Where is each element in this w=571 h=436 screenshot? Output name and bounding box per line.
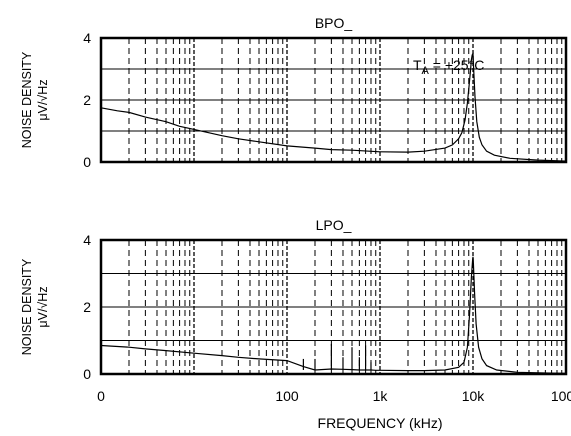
chart-title: BPO_ [315,15,353,31]
plot-frame [99,36,568,164]
x-tick-label: 10k [462,388,486,404]
x-tick-label: 1k [373,388,389,404]
y-axis-label: NOISE DENSITY μV/√Hz [20,258,50,355]
y-tick-label: 4 [83,30,91,46]
x-tick-label: 100k [551,388,571,404]
y-tick-label: 2 [83,299,91,315]
chart-title: LPO_ [316,217,352,233]
x-tick-label: 100 [275,388,299,404]
y-axis-label: NOISE DENSITY μV/√Hz [20,51,50,148]
series-line [100,256,567,374]
temperature-annotation: TA = +25°C [413,57,484,77]
y-tick-label: 4 [83,232,91,248]
bpo-panel: BPO_ 4 2 0 NOISE DENSITY μV/√Hz TA = +25°C [20,15,568,170]
y-tick-label: 0 [83,366,91,382]
y-tick-label: 0 [83,154,91,170]
y-tick-label: 2 [83,92,91,108]
x-axis-label: FREQUENCY (kHz) [318,415,443,431]
x-tick-label: 0 [97,388,105,404]
series-line [100,51,567,162]
plot-frame [99,238,568,376]
